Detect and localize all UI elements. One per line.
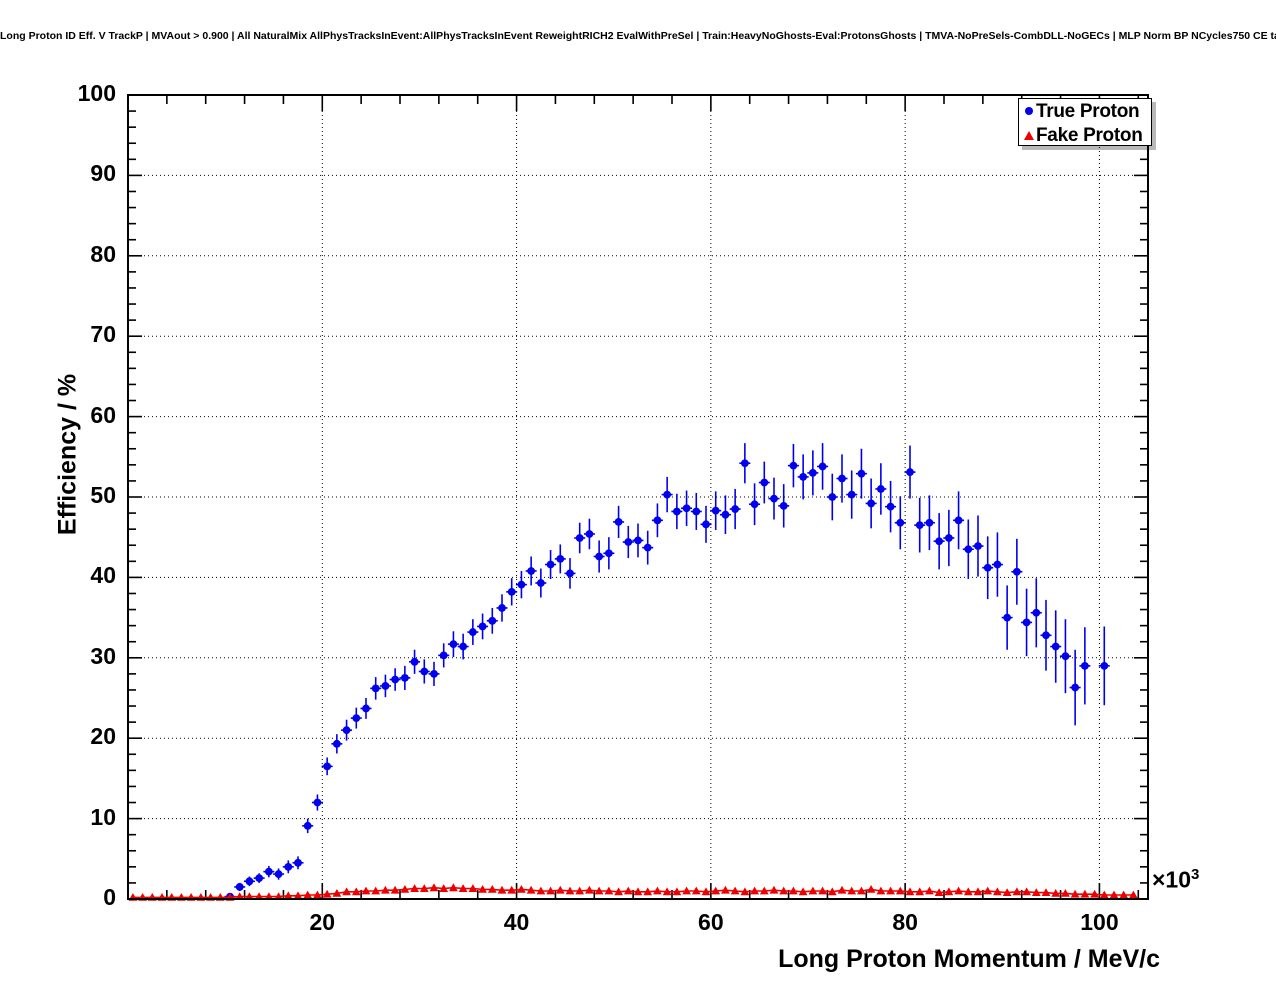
legend-item-true-proton[interactable]: True Proton (1019, 99, 1151, 123)
y-tick-label-0: 0 (103, 884, 116, 910)
series-fake-proton (128, 883, 1138, 901)
x-tick-label-100: 100 (1080, 909, 1119, 935)
y-tick-label-50: 50 (90, 482, 116, 508)
legend[interactable]: True Proton Fake Proton (1018, 98, 1152, 146)
legend-label-true-proton: True Proton (1036, 100, 1140, 122)
x-tick-label-20: 20 (309, 909, 336, 935)
grid-lines (128, 95, 1148, 899)
x-tick-label-80: 80 (892, 909, 918, 935)
x-tick-label-60: 60 (698, 909, 724, 935)
y-tick-label-80: 80 (90, 240, 116, 267)
x-tick-label-40: 40 (503, 909, 530, 935)
blue-circle-marker-icon (1022, 107, 1036, 115)
data-series (128, 443, 1138, 901)
y-tick-label-20: 20 (90, 723, 116, 750)
legend-item-fake-proton[interactable]: Fake Proton (1019, 123, 1151, 147)
y-tick-label-70: 70 (90, 321, 116, 348)
page-title: Long Proton ID Eff. V TrackP | MVAout > … (0, 30, 1276, 42)
y-tick-label-40: 40 (90, 562, 116, 589)
axis-frame (127, 94, 1149, 900)
legend-label-fake-proton: Fake Proton (1036, 124, 1143, 146)
y-tick-label-30: 30 (90, 642, 116, 669)
y-axis-title: Efficiency / % (53, 373, 82, 536)
x-axis-multiplier: ×103 (1152, 866, 1200, 893)
y-tick-label-90: 90 (90, 160, 116, 187)
y-tick-label-10: 10 (90, 803, 116, 830)
x-axis-title: Long Proton Momentum / MeV/c (778, 945, 1160, 973)
y-tick-label-60: 60 (90, 401, 116, 428)
series-true-proton (224, 443, 1110, 901)
red-triangle-marker-icon (1022, 130, 1036, 140)
y-tick-label-100: 100 (77, 80, 116, 106)
